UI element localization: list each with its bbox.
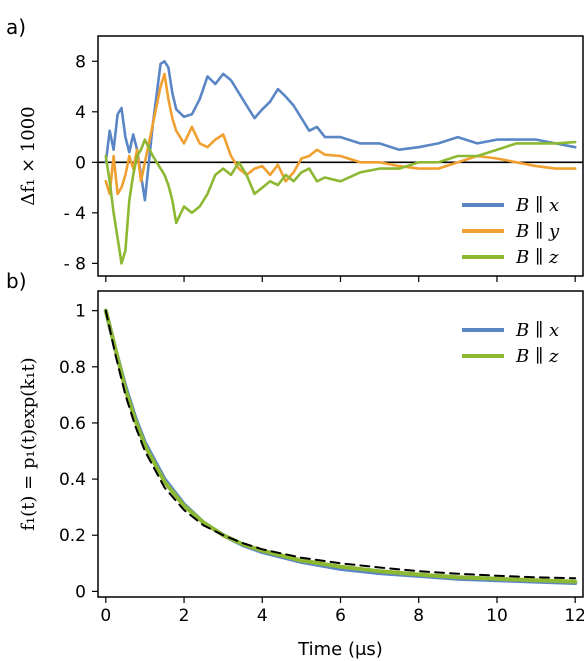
- x-tick-label: 12: [564, 606, 584, 626]
- legend-label-b-x: B ∥ x: [515, 195, 559, 216]
- y-tick-label: 0.4: [59, 470, 86, 490]
- x-tick-label: 4: [257, 606, 268, 626]
- panel-b-label: b): [6, 269, 27, 293]
- x-tick-label: 10: [486, 606, 508, 626]
- legend-label-b-z: B ∥ z: [515, 247, 559, 268]
- x-tick-label: 2: [179, 606, 190, 626]
- series-line-b-z: [103, 308, 578, 584]
- legend-label-b-y: B ∥ y: [515, 221, 560, 242]
- y-tick-label: - 4: [64, 204, 86, 224]
- y-tick-label: - 8: [64, 254, 86, 274]
- series-line-reference: [104, 309, 577, 580]
- x-tick-label: 8: [413, 606, 424, 626]
- y-tick-label: 0.2: [59, 526, 86, 546]
- x-axis-label: Time (μs): [297, 639, 383, 660]
- panel-a-label: a): [6, 15, 26, 39]
- x-tick-label: 0: [100, 606, 111, 626]
- series-line-b-z: [104, 138, 577, 265]
- y-tick-label: 0: [75, 582, 86, 602]
- y-tick-label: 8: [75, 52, 86, 72]
- legend-label-b-z: B ∥ z: [515, 346, 559, 367]
- series-line-b-x: [103, 308, 578, 585]
- x-tick-label: 6: [335, 606, 346, 626]
- y-tick-label: 0.6: [59, 414, 86, 434]
- y-tick-label: 0: [75, 153, 86, 173]
- y-axis-label: Δf₁ × 1000: [18, 106, 39, 205]
- legend-label-b-x: B ∥ x: [515, 320, 559, 341]
- y-tick-label: 0.8: [59, 358, 86, 378]
- series-line-b-y: [104, 72, 577, 196]
- panel-a-chart: 8 4 0 - 4 - 8 Δf₁ × 1000 B ∥ x B ∥ y B ∥ z: [18, 35, 584, 282]
- y-axis-label: f₁(t) = p₁(t)exp(k₁t): [18, 357, 39, 530]
- y-tick-label: 4: [75, 103, 86, 123]
- plot-frame: [97, 290, 584, 598]
- y-tick-label: 1: [75, 302, 86, 322]
